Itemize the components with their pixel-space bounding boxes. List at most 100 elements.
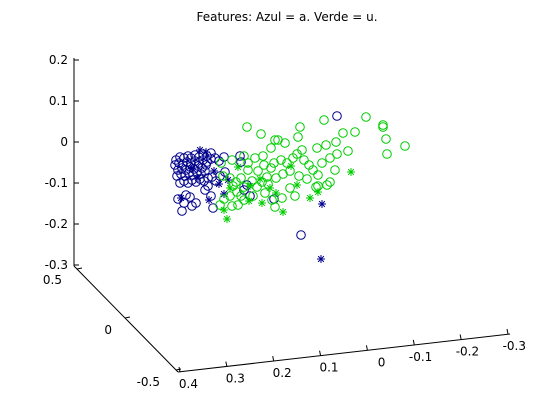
data-point-star — [293, 181, 301, 189]
data-point-star — [314, 188, 322, 196]
data-point-circle — [233, 200, 243, 210]
data-point-circle — [236, 157, 246, 167]
data-point-star — [223, 215, 231, 223]
data-point-circle — [252, 182, 262, 192]
z-tick-label: 0.2 — [49, 53, 68, 67]
data-point-star — [194, 174, 202, 182]
data-point-circle — [266, 143, 276, 153]
data-point-circle — [312, 143, 322, 153]
data-point-circle — [239, 185, 249, 195]
data-point-circle — [243, 165, 253, 175]
data-point-circle — [381, 134, 391, 144]
data-point-circle — [296, 230, 306, 240]
x-tick-label: -0.3 — [503, 339, 526, 353]
data-point-circle — [187, 201, 197, 211]
data-point-circle — [302, 174, 312, 184]
data-point-star — [306, 194, 314, 202]
data-point-star — [258, 199, 266, 207]
data-point-circle — [258, 151, 268, 161]
data-point-circle — [321, 140, 331, 150]
data-point-circle — [259, 160, 269, 170]
y-tick-mark — [76, 267, 83, 270]
data-point-circle — [260, 188, 270, 198]
data-point-circle — [317, 158, 327, 168]
data-point-circle — [297, 145, 307, 155]
x-axis-line — [177, 333, 511, 373]
x-tick-mark — [412, 339, 415, 345]
data-point-circle — [332, 111, 342, 121]
y-tick-label: 0 — [104, 323, 112, 337]
data-point-circle — [243, 158, 253, 168]
series-2 — [177, 146, 326, 263]
data-point-circle — [331, 137, 341, 147]
data-point-circle — [218, 171, 228, 181]
y-tick-label: 0.5 — [43, 273, 62, 287]
x-tick-mark — [225, 361, 228, 367]
data-point-circle — [313, 170, 323, 180]
data-point-circle — [332, 149, 342, 159]
z-tick-label: -0.2 — [45, 217, 68, 231]
data-point-star — [210, 167, 218, 175]
series-4 — [220, 162, 355, 223]
data-point-circle — [236, 173, 246, 183]
data-point-circle — [181, 190, 191, 200]
data-point-circle — [201, 160, 211, 170]
data-point-circle — [270, 135, 280, 145]
x-tick-mark — [506, 328, 509, 335]
data-point-star — [220, 206, 228, 214]
x-tick-label: 0 — [378, 355, 386, 369]
data-point-circle — [319, 115, 329, 125]
data-point-circle — [215, 200, 225, 210]
data-point-circle — [308, 165, 318, 175]
x-tick-mark — [365, 345, 368, 351]
data-point-circle — [256, 129, 266, 139]
x-tick-mark — [459, 334, 462, 340]
data-point-circle — [270, 202, 280, 212]
z-tick-label: -0.3 — [45, 258, 68, 272]
series-3 — [215, 112, 410, 212]
data-point-circle — [294, 171, 304, 181]
data-point-circle — [295, 122, 305, 132]
data-point-circle — [235, 151, 245, 161]
data-point-circle — [343, 146, 353, 156]
x-tick-mark — [319, 350, 322, 356]
data-point-star — [245, 197, 253, 205]
y-tick-mark — [124, 316, 131, 319]
data-point-circle — [273, 135, 283, 145]
data-point-circle — [293, 132, 303, 142]
data-point-star — [234, 163, 242, 171]
axes — [73, 58, 511, 373]
data-point-circle — [236, 191, 246, 201]
data-point-circle — [325, 153, 335, 163]
data-point-star — [188, 164, 196, 172]
data-point-circle — [378, 120, 388, 130]
data-point-circle — [247, 176, 257, 186]
chart-title: Features: Azul = a. Verde = u. — [196, 10, 377, 24]
data-point-star — [279, 208, 287, 216]
data-point-circle — [239, 151, 249, 161]
data-point-circle — [322, 180, 332, 190]
x-tick-label: -0.1 — [409, 350, 432, 364]
data-point-circle — [290, 191, 300, 201]
data-point-circle — [227, 201, 237, 211]
data-point-star — [215, 180, 223, 188]
x-tick-label: 0.1 — [319, 361, 338, 375]
data-point-star — [317, 255, 325, 263]
data-point-star — [256, 175, 264, 183]
x-tick-mark — [272, 356, 275, 362]
z-axis-ticks: 0.2 0.1 0 -0.1 -0.2 -0.3 — [45, 53, 79, 272]
y-tick-label: -0.5 — [137, 375, 160, 389]
x-tick-label: -0.2 — [456, 344, 479, 358]
x-tick-label: 0.3 — [226, 372, 245, 386]
z-tick-label: -0.1 — [45, 176, 68, 190]
z-tick-label: 0.1 — [49, 94, 68, 108]
data-point-star — [205, 196, 213, 204]
data-point-circle — [325, 177, 335, 187]
data-point-circle — [378, 122, 388, 132]
x-tick-mark — [178, 366, 181, 373]
data-point-star — [220, 190, 228, 198]
data-point-circle — [227, 155, 237, 165]
y-tick-mark — [175, 368, 182, 371]
data-point-circle — [219, 194, 229, 204]
